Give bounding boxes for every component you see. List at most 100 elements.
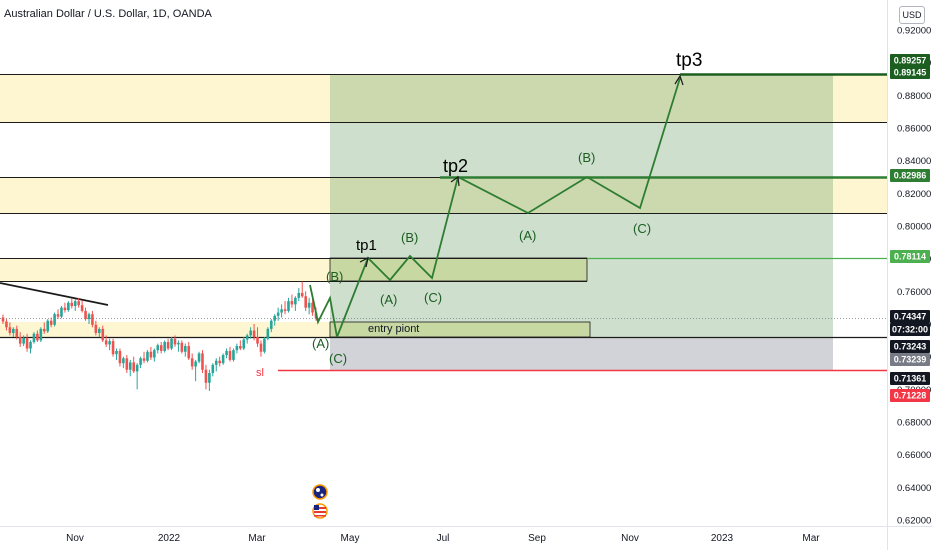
zone-upper-band (0, 75, 887, 122)
candle (163, 340, 166, 353)
x-tick-label: May (341, 533, 360, 544)
candle (128, 359, 132, 377)
candle (36, 330, 39, 342)
candle (135, 363, 139, 390)
candle (256, 327, 259, 347)
candle (266, 327, 270, 341)
candle (91, 310, 94, 328)
candle (187, 341, 191, 360)
candle (208, 369, 211, 391)
profit-zone (330, 75, 833, 337)
candle (159, 341, 163, 354)
tp1-box (329, 257, 588, 282)
candle (70, 298, 74, 309)
candle (29, 340, 32, 354)
x-tick-label: Mar (802, 533, 820, 544)
candle (276, 307, 280, 321)
candle (122, 356, 125, 369)
arrow-tp1-icon (359, 256, 369, 268)
svg-text:0.74347: 0.74347 (894, 312, 927, 322)
x-tick-label: 2022 (158, 533, 181, 544)
wave-label-c1: (C) (329, 351, 347, 366)
candle (146, 350, 149, 363)
tp2-label: tp2 (443, 156, 468, 176)
candle (304, 291, 307, 311)
svg-text:0.89145: 0.89145 (894, 68, 927, 78)
candle (249, 327, 252, 339)
price-axis[interactable]: 0.920000.900000.880000.860000.840000.820… (897, 26, 931, 527)
candle (201, 350, 204, 373)
candle (80, 300, 84, 313)
candle (180, 340, 184, 354)
wave-label-a1: (A) (312, 336, 329, 351)
candle (170, 337, 173, 351)
candle (297, 288, 301, 302)
us-flag-icon[interactable] (312, 503, 328, 519)
loss-zone (330, 337, 833, 371)
candle (280, 304, 283, 318)
candle (125, 355, 129, 373)
candle (259, 340, 263, 357)
price-label: 07:32:00 (890, 323, 930, 336)
candle (111, 338, 115, 357)
candle (60, 306, 63, 319)
x-tick-label: Sep (528, 533, 546, 544)
candle (98, 327, 101, 338)
candle (77, 297, 80, 308)
y-tick-label: 0.64000 (897, 483, 931, 494)
candle (46, 319, 50, 333)
candle (101, 325, 105, 342)
candle (218, 356, 221, 367)
candle (22, 335, 25, 347)
x-tick-label: Nov (66, 533, 84, 544)
entry-label: entry piont (368, 323, 419, 335)
au-flag-icon[interactable] (312, 484, 328, 500)
candle (173, 335, 177, 347)
sl-label: sl (256, 367, 264, 379)
wave-label-c2: (C) (424, 290, 442, 305)
wave-path-1 (309, 284, 338, 338)
price-label: 0.74347 (890, 310, 930, 323)
candle (245, 333, 249, 344)
candle (235, 343, 239, 354)
svg-text:0.71361: 0.71361 (894, 374, 927, 384)
candle (18, 332, 22, 347)
candle (87, 312, 91, 324)
tp1-label: tp1 (356, 237, 377, 254)
candle (73, 299, 77, 311)
candle (273, 314, 277, 326)
svg-text:07:32:00: 07:32:00 (892, 325, 928, 335)
y-tick-label: 0.86000 (897, 124, 931, 135)
currency-button[interactable]: USD (899, 6, 925, 24)
candle (287, 297, 290, 313)
candle (12, 327, 15, 338)
svg-text:0.89257: 0.89257 (894, 56, 927, 66)
x-tick-label: Nov (621, 533, 639, 544)
candle (228, 346, 232, 362)
candle (39, 327, 43, 342)
candle (214, 358, 218, 372)
candle (225, 348, 228, 359)
candle (307, 297, 311, 315)
x-tick-label: 2023 (711, 533, 734, 544)
chart-title: Australian Dollar / U.S. Dollar, 1D, OAN… (4, 8, 212, 20)
price-labels: 0.89257 0.89145 0.82986 0.78114 0.74347 07:32… (890, 54, 930, 402)
candle (104, 335, 108, 347)
wave-label-a3: (A) (519, 228, 536, 243)
svg-text:0.73239: 0.73239 (894, 355, 927, 365)
candle (118, 348, 122, 367)
candle (84, 307, 87, 321)
y-tick-label: 0.68000 (897, 418, 931, 429)
time-axis[interactable]: Nov 2022 Mar May Jul Sep Nov 2023 Mar (66, 533, 820, 544)
candle (204, 364, 208, 390)
wave-label-c3: (C) (633, 221, 651, 236)
candle (294, 296, 297, 311)
candle (197, 351, 201, 364)
tp3-label: tp3 (676, 50, 702, 71)
wave-label-b3: (B) (578, 150, 595, 165)
candle (311, 299, 314, 316)
wave-label-a2: (A) (380, 292, 397, 307)
candle (53, 312, 56, 327)
y-tick-label: 0.92000 (897, 26, 931, 37)
